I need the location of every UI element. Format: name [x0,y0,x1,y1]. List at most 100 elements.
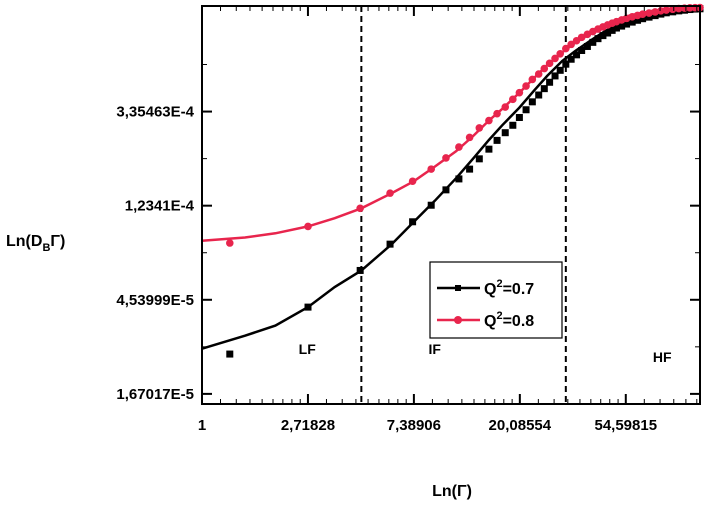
data-point [427,165,435,173]
region-labels: LF IF HF [299,341,672,365]
region-label-hf: HF [653,349,672,365]
data-point [485,116,493,125]
data-point [540,85,548,93]
data-point [442,186,450,194]
data-point [540,64,549,73]
legend-item-q07: Q2=0.7 [437,278,534,298]
region-label-if: IF [429,341,442,357]
data-point [562,44,570,53]
data-point [493,109,501,118]
x-axis-title: Ln(Γ) [432,483,472,500]
data-point [522,106,530,114]
data-point [634,16,642,24]
data-point [662,6,671,14]
data-point [485,145,493,153]
data-point [515,113,523,121]
data-point [604,29,612,37]
y-axis-title-subscript: B [42,242,50,254]
data-point [589,38,597,46]
legend-label-q07: Q2=0.7 [484,278,534,298]
data-point [427,201,435,209]
legend-label-q07-sup: 2 [496,278,502,290]
data-point [594,35,602,43]
data-point [645,13,653,21]
x-tick-label: 2,71828 [281,417,335,434]
data-point [225,239,234,247]
data-point [551,54,559,63]
data-point [475,124,484,132]
data-point [442,154,450,162]
region-divider-lines [360,6,567,404]
data-point [567,55,575,63]
data-point [475,155,483,163]
data-point [577,33,586,42]
plot-frame [201,5,701,405]
data-point [645,9,653,17]
data-point [551,72,559,80]
data-point [408,177,417,186]
legend-label-q08-prefix: Q [484,313,496,330]
y-tick-label: 4,53999E-5 [116,292,194,309]
data-point [356,266,364,274]
series-line-1 [201,6,701,243]
data-point [612,24,620,32]
data-point [304,222,312,231]
data-point [638,10,647,19]
legend-label-q07-suffix: =0.7 [503,281,535,298]
data-point [501,129,509,137]
data-point [556,49,565,58]
data-point [546,78,554,86]
data-point [455,175,463,183]
data-point [515,88,524,97]
data-point [668,5,677,14]
data-point [556,66,564,74]
y-axis-ticks: 1,67017E-5 4,53999E-5 1,2341E-4 3,35463E-4 [116,64,700,403]
data-point [599,32,607,40]
x-tick-label: 54,59815 [594,417,657,434]
data-point [573,51,581,59]
data-point [528,75,537,84]
series-layer [201,3,704,358]
data-point [501,103,510,111]
data-point [455,143,463,151]
data-point [522,82,530,90]
data-point [578,46,586,54]
data-point [226,350,234,358]
data-point [567,40,575,49]
legend: Q2=0.7 Q2=0.8 [429,261,563,339]
data-point [608,26,616,34]
y-axis-title-prefix: Ln(D [6,233,42,250]
data-point [618,22,626,30]
data-point [386,240,394,248]
x-tick-label: 1 [198,417,206,434]
y-axis-title: Ln(DBΓ) [6,233,65,254]
series-1 [201,3,704,247]
data-point [409,218,417,226]
y-tick-label: 1,67017E-5 [116,386,194,403]
data-point [528,98,536,106]
data-point [509,121,517,129]
legend-label-q08-suffix: =0.8 [503,313,535,330]
data-point [639,15,647,23]
data-point [628,18,636,26]
y-tick-label: 3,35463E-4 [116,104,194,121]
data-point [386,189,394,197]
data-point [509,95,517,104]
legend-marker-q08 [454,316,462,324]
data-point [493,136,501,144]
data-point [583,42,591,50]
x-tick-label: 20,08554 [489,417,552,434]
y-tick-label: 1,2341E-4 [125,198,195,215]
x-tick-label: 7,38906 [387,417,441,434]
data-point [356,204,364,213]
data-point [304,303,312,311]
data-point [465,133,474,142]
region-label-lf: LF [299,341,317,357]
y-axis-title-suffix: Γ) [50,233,65,250]
data-point [535,91,543,99]
legend-label-q07-prefix: Q [484,281,496,298]
data-point [466,165,474,173]
data-point [562,60,570,68]
legend-label-q08: Q2=0.8 [484,310,534,330]
